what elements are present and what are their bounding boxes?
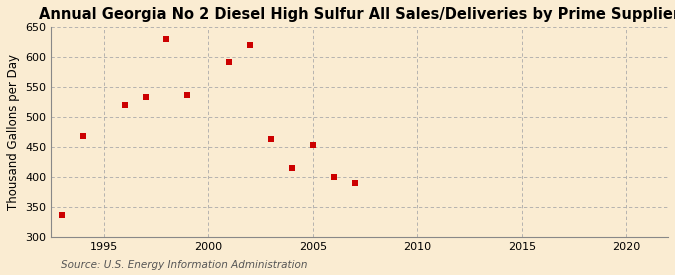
Point: [140, 95, 151, 100]
Point: [161, 37, 172, 42]
Point: [223, 60, 234, 64]
Point: [119, 103, 130, 107]
Point: [265, 136, 276, 141]
Point: [349, 181, 360, 186]
Y-axis label: Thousand Gallons per Day: Thousand Gallons per Day: [7, 54, 20, 210]
Text: Source: U.S. Energy Information Administration: Source: U.S. Energy Information Administ…: [61, 260, 307, 270]
Point: [57, 213, 68, 217]
Point: [78, 133, 88, 138]
Point: [286, 166, 297, 171]
Point: [244, 43, 255, 47]
Point: [328, 175, 339, 179]
Title: Annual Georgia No 2 Diesel High Sulfur All Sales/Deliveries by Prime Supplier: Annual Georgia No 2 Diesel High Sulfur A…: [39, 7, 675, 22]
Point: [182, 93, 193, 98]
Point: [307, 142, 318, 147]
